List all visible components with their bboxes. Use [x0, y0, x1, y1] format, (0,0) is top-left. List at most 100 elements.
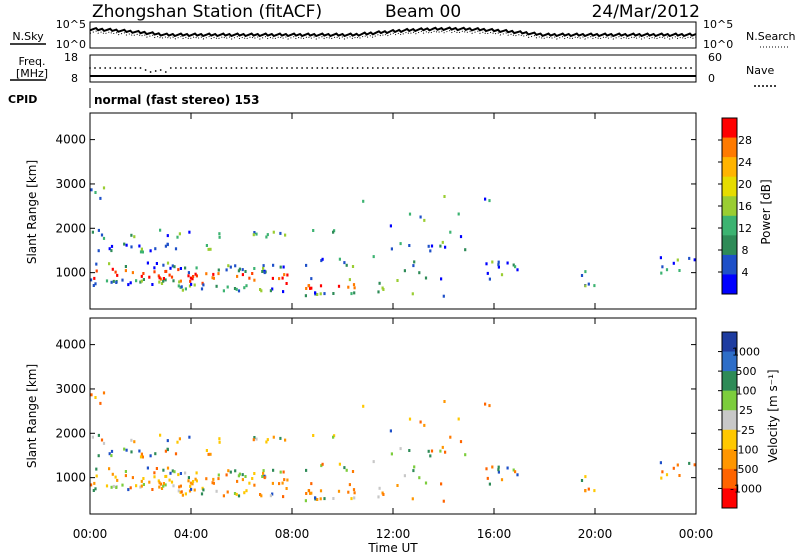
power-ytick-label: 1000 — [55, 266, 86, 280]
range-cell — [439, 449, 442, 453]
range-cell — [587, 282, 590, 286]
colorbar-segment — [722, 332, 737, 353]
range-cell — [234, 264, 237, 268]
range-cell — [227, 264, 230, 268]
range-cell — [227, 469, 230, 473]
nave-dot — [331, 67, 334, 69]
range-cell — [253, 231, 256, 234]
range-cell — [444, 245, 447, 249]
range-cell — [100, 438, 104, 442]
range-cell — [176, 235, 179, 239]
range-cell — [252, 233, 255, 237]
range-cell — [215, 284, 218, 288]
range-cell — [396, 279, 399, 282]
range-cell — [262, 469, 265, 473]
nave-dot — [210, 67, 213, 69]
range-cell — [174, 247, 178, 251]
range-cell — [176, 440, 179, 444]
range-cell — [399, 242, 402, 246]
nave-dot — [291, 67, 293, 69]
range-cell — [177, 489, 180, 493]
range-cell — [205, 244, 208, 247]
range-cell — [162, 277, 165, 280]
range-cell — [158, 276, 161, 280]
colorbar-segment — [722, 410, 737, 431]
colorbar-segment — [722, 118, 737, 139]
range-cell — [139, 455, 143, 459]
nave-dot — [664, 67, 667, 69]
range-cell — [160, 282, 164, 285]
nave-dot — [134, 67, 137, 69]
range-cell — [192, 480, 195, 483]
range-cell — [305, 468, 308, 472]
range-cell — [279, 265, 282, 269]
range-cell — [316, 498, 319, 501]
nave-dot — [614, 67, 617, 69]
range-cell — [90, 483, 93, 487]
range-cell — [408, 212, 412, 216]
range-cell — [141, 455, 144, 459]
nave-dot — [412, 67, 415, 69]
nave-dot — [119, 67, 122, 69]
range-cell — [94, 191, 97, 194]
nave-dot — [205, 67, 208, 69]
range-cell — [241, 478, 244, 482]
range-cell — [464, 248, 467, 252]
nave-dot — [589, 67, 591, 69]
nave-dot — [427, 67, 430, 69]
range-cell — [307, 284, 311, 288]
nave-dot — [89, 67, 91, 69]
nave-dot — [341, 67, 344, 69]
range-cell — [259, 288, 262, 291]
range-cell — [177, 473, 180, 477]
range-cell — [353, 291, 356, 295]
range-cell — [390, 452, 393, 456]
range-cell — [248, 481, 251, 485]
range-cell — [305, 287, 308, 290]
range-cell — [271, 276, 274, 280]
colorbar-segment — [722, 351, 737, 372]
nave-dot — [265, 67, 268, 69]
nave-tick-bottom: 0 — [708, 72, 715, 85]
range-cell — [133, 440, 136, 444]
nave-dot — [548, 67, 551, 69]
nave-dot — [644, 67, 647, 69]
range-cell — [279, 470, 282, 474]
velocity-colorbar-label: Velocity [m s⁻¹] — [766, 369, 780, 462]
nave-dot — [594, 67, 596, 69]
range-cell — [168, 273, 171, 277]
range-cell — [149, 249, 152, 253]
date-label: 24/Mar/2012 — [592, 2, 700, 22]
nave-dot — [149, 71, 152, 73]
range-cell — [140, 452, 143, 456]
range-cell — [441, 445, 444, 449]
nave-dot — [659, 67, 662, 69]
range-cell — [484, 197, 487, 201]
power-colorbar-label: Power [dB] — [759, 179, 773, 244]
range-cell — [584, 489, 587, 493]
range-cell — [500, 478, 504, 482]
range-cell — [285, 282, 288, 285]
nave-dot — [139, 67, 142, 69]
range-cell — [459, 235, 463, 239]
range-cell — [140, 274, 143, 278]
range-cell — [337, 489, 341, 493]
range-cell — [278, 482, 281, 486]
nave-dot — [180, 67, 182, 69]
colorbar-segment — [722, 390, 737, 411]
range-cell — [151, 283, 154, 286]
range-cell — [676, 463, 679, 467]
nave-dot — [230, 67, 233, 69]
nave-dot — [417, 67, 420, 69]
nave-dot — [457, 67, 460, 69]
range-cell — [146, 261, 149, 265]
range-cell — [140, 479, 143, 483]
range-cell — [348, 278, 351, 282]
nsearch-tick-top: 10^5 — [703, 18, 733, 31]
range-cell — [235, 287, 238, 291]
range-cell — [159, 433, 162, 437]
nave-dot — [301, 67, 303, 69]
range-cell — [488, 404, 491, 408]
nsearch-tick-bottom: 10^0 — [703, 38, 733, 51]
nave-dot — [558, 67, 561, 69]
